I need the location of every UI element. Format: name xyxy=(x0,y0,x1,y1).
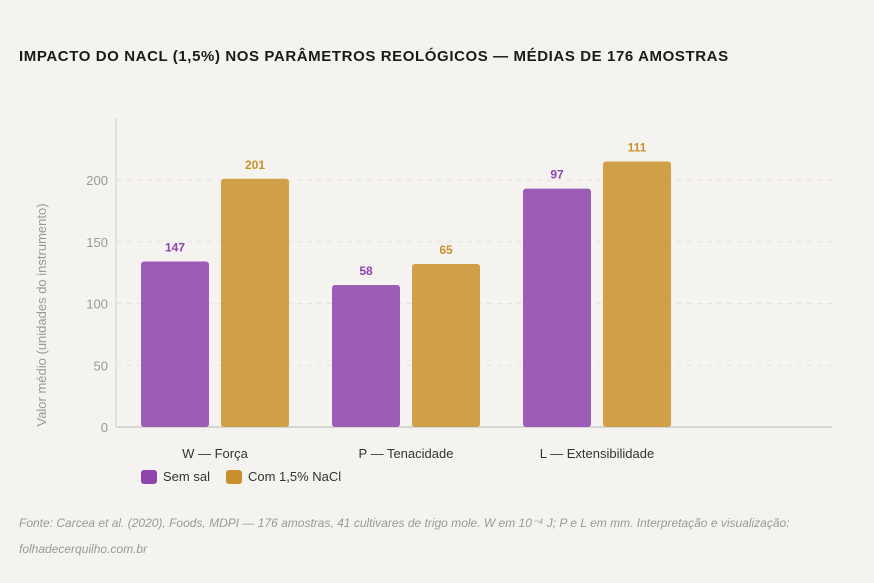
bar xyxy=(221,178,289,427)
y-axis-ticks: 0 50 100 150 200 xyxy=(86,173,108,435)
bar xyxy=(141,261,209,427)
bar xyxy=(412,263,480,427)
chart-title: IMPACTO DO NACL (1,5%) NOS PARÂMETROS RE… xyxy=(19,48,729,65)
y-tick-label: 0 xyxy=(101,420,108,435)
category-label: L — Extensibilidade xyxy=(540,446,654,461)
bar-value-label: 65 xyxy=(439,243,453,257)
y-tick-label: 150 xyxy=(86,235,108,250)
y-axis-label: Valor médio (unidades do instrumento) xyxy=(34,203,49,426)
legend-label: Sem sal xyxy=(163,469,210,484)
bar-value-label: 97 xyxy=(550,168,564,182)
bar-value-label: 58 xyxy=(359,264,373,278)
y-tick-label: 200 xyxy=(86,173,108,188)
source-note: Fonte: Carcea et al. (2020), Foods, MDPI… xyxy=(19,516,790,556)
legend-item-com-nacl[interactable]: Com 1,5% NaCl xyxy=(225,469,342,484)
category-label: W — Força xyxy=(182,446,248,461)
category-labels: W — Força P — Tenacidade L — Extensibilida… xyxy=(182,446,654,461)
y-tick-label: 100 xyxy=(86,297,108,312)
y-tick-label: 50 xyxy=(94,358,108,373)
bars: 147 201 58 65 97 111 xyxy=(141,140,671,427)
legend: Sem sal Com 1,5% NaCl xyxy=(141,469,341,484)
bar-value-label: 201 xyxy=(245,158,265,172)
bar xyxy=(603,161,671,427)
legend-label: Com 1,5% NaCl xyxy=(247,469,342,484)
legend-swatch xyxy=(225,469,242,484)
bar xyxy=(332,284,400,427)
bar-value-label: 111 xyxy=(628,140,647,154)
category-label: P — Tenacidade xyxy=(359,446,454,461)
legend-swatch xyxy=(141,469,157,484)
bar xyxy=(523,188,591,427)
bar-value-label: 147 xyxy=(165,241,185,255)
legend-item-sem-sal[interactable]: Sem sal xyxy=(141,469,210,484)
